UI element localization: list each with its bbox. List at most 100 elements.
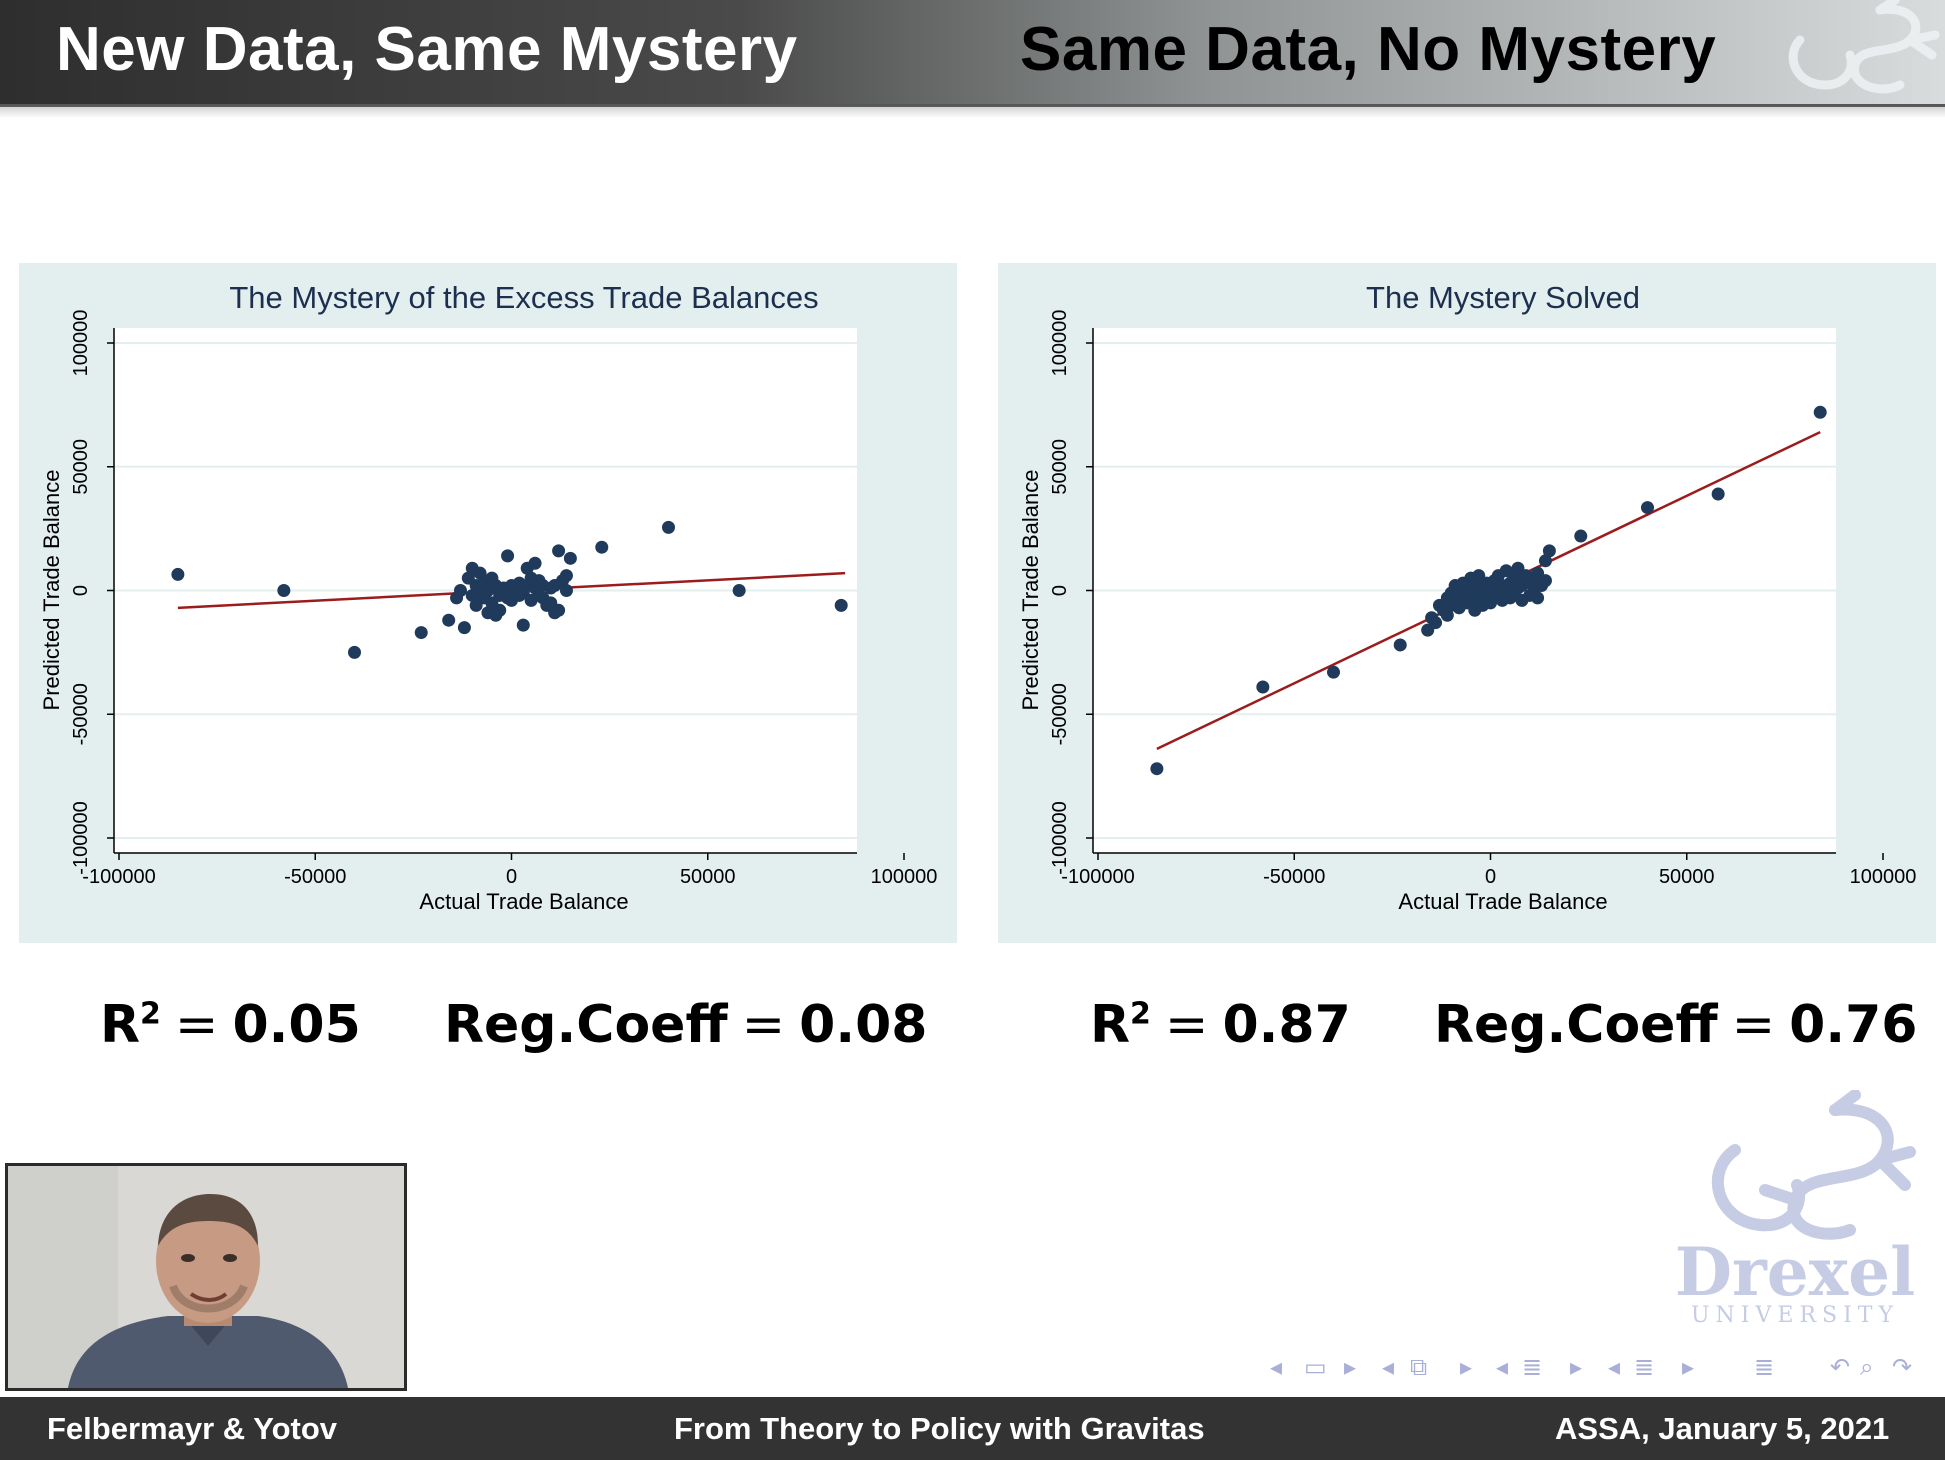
data-point: [1256, 680, 1270, 694]
data-point: [595, 540, 609, 554]
x-tick-label: 50000: [1659, 866, 1715, 888]
data-point: [1711, 487, 1725, 501]
coef-right-value: 0.76: [1789, 995, 1918, 1055]
r2-left-sup: 2: [140, 996, 161, 1032]
y-tick-label: -50000: [1049, 683, 1071, 745]
coef-right-label: Reg.Coeff: [1434, 995, 1718, 1055]
beamer-navigation-bar: ◂ ▭ ▸ ◂ ⧉ ▸ ◂ ≣ ▸ ◂ ≣ ▸ ≣ ↶ ⌕ ↷: [1268, 1353, 1928, 1383]
nav-document-icon[interactable]: ≣: [1634, 1353, 1655, 1381]
drexel-logo-subtext: UNIVERSITY: [1691, 1303, 1899, 1328]
presenter-video-frame: [8, 1166, 404, 1388]
data-point: [1429, 616, 1443, 630]
data-point: [559, 584, 573, 597]
nav-redo-icon[interactable]: ↷: [1892, 1353, 1913, 1381]
dragon-logo-header-icon: [1788, 0, 1940, 94]
y-tick-label: 50000: [70, 439, 92, 495]
footer-authors: Felbermayr & Yotov: [47, 1411, 338, 1446]
coef-right: Reg.Coeff = 0.76: [1434, 995, 1918, 1055]
data-point: [277, 584, 291, 597]
r2-right-sup: 2: [1130, 996, 1151, 1032]
nav-align-icon[interactable]: ≣: [1754, 1353, 1775, 1381]
data-point: [171, 567, 185, 581]
y-tick-label: 50000: [1049, 439, 1071, 495]
nav-next-frame-icon[interactable]: ▸: [1344, 1353, 1357, 1381]
y-tick-label: 0: [1049, 585, 1071, 596]
nav-frame-icon[interactable]: ▭: [1304, 1353, 1327, 1381]
x-tick-label: 0: [1485, 866, 1496, 888]
data-point: [1542, 544, 1556, 558]
chart-panel-right: -100000 -50000 0 50000 100000 -100000 -50000 0 5…: [998, 263, 1936, 943]
drexel-logo-icon: Drexel UNIVERSITY: [1675, 1090, 1916, 1328]
nav-subsection-icon[interactable]: ⧉: [1410, 1353, 1428, 1381]
slide-title-right: Same Data, No Mystery: [1020, 15, 1717, 84]
nav-undo-icon[interactable]: ↶: [1830, 1353, 1851, 1381]
x-tick-label: -100000: [1061, 866, 1134, 888]
nav-next-document-icon[interactable]: ▸: [1682, 1353, 1695, 1381]
data-point: [1538, 574, 1552, 588]
data-point: [493, 603, 507, 617]
footer-talk-title: From Theory to Policy with Gravitas: [674, 1411, 1205, 1446]
data-point: [552, 603, 566, 617]
data-point: [662, 520, 675, 534]
data-point: [1393, 638, 1407, 652]
nav-prev-subsection-icon[interactable]: ◂: [1382, 1353, 1395, 1381]
data-point: [348, 645, 361, 659]
y-tick-label: 0: [70, 585, 92, 596]
data-point: [563, 551, 577, 565]
webcam-video: [5, 1163, 407, 1391]
r2-left-value: 0.05: [232, 995, 361, 1055]
data-point: [1641, 501, 1654, 515]
r2-left: R2 = 0.05: [100, 995, 361, 1055]
data-point: [1440, 608, 1454, 622]
footer-event-date: ASSA, January 5, 2021: [1555, 1411, 1890, 1446]
data-point: [473, 566, 487, 580]
slide-header: New Data, Same Mystery Same Data, No Mys…: [0, 0, 1945, 107]
chart-panel-left: -100000 -50000 0 50000 100000 -100000 -50000 0 5…: [19, 263, 957, 943]
nav-next-section-icon[interactable]: ▸: [1570, 1353, 1583, 1381]
header-shadow: [0, 104, 1945, 118]
nav-prev-section-icon[interactable]: ◂: [1496, 1353, 1509, 1381]
nav-search-icon[interactable]: ⌕: [1860, 1353, 1874, 1381]
data-point: [834, 598, 848, 612]
data-point: [528, 556, 542, 570]
coef-left-label: Reg.Coeff: [444, 995, 728, 1055]
nav-prev-document-icon[interactable]: ◂: [1608, 1353, 1621, 1381]
r2-left-label: R: [100, 995, 141, 1055]
nav-next-subsection-icon[interactable]: ▸: [1460, 1353, 1473, 1381]
chart-title: The Mystery of the Excess Trade Balances: [229, 280, 818, 315]
x-tick-label: -50000: [1263, 866, 1325, 888]
scatter-chart-right: -100000 -50000 0 50000 100000 -100000 -50000 0 5…: [1018, 280, 1917, 914]
data-point: [552, 544, 566, 558]
x-tick-label: -50000: [284, 866, 346, 888]
slide-footer: Felbermayr & Yotov From Theory to Policy…: [0, 1397, 1945, 1460]
scatter-chart-left: -100000 -50000 0 50000 100000 -100000 -50000 0 5…: [39, 280, 938, 914]
data-point: [559, 569, 573, 583]
x-tick-label: 100000: [871, 866, 938, 888]
data-point: [1538, 554, 1552, 568]
nav-prev-frame-icon[interactable]: ◂: [1270, 1353, 1283, 1381]
chart-title: The Mystery Solved: [1366, 280, 1640, 315]
y-tick-label: -100000: [1049, 801, 1071, 874]
y-tick-label: -50000: [70, 683, 92, 745]
slide-title-left: New Data, Same Mystery: [56, 15, 798, 84]
x-tick-label: 0: [506, 866, 517, 888]
x-axis-label: Actual Trade Balance: [419, 889, 628, 914]
data-point: [442, 613, 456, 627]
data-point: [516, 618, 530, 632]
x-tick-label: 100000: [1850, 866, 1917, 888]
data-point: [732, 584, 746, 597]
y-axis-label: Predicted Trade Balance: [39, 470, 64, 711]
data-point: [1150, 762, 1164, 776]
data-point: [453, 584, 467, 597]
x-tick-label: -100000: [82, 866, 155, 888]
y-tick-label: -100000: [70, 801, 92, 874]
r2-right-label: R: [1090, 995, 1131, 1055]
coef-left-value: 0.08: [799, 995, 928, 1055]
coef-left: Reg.Coeff = 0.08: [444, 995, 928, 1055]
r2-right: R2 = 0.87: [1090, 995, 1351, 1055]
data-point: [1813, 405, 1827, 419]
nav-section-icon[interactable]: ≣: [1522, 1353, 1543, 1381]
x-axis-label: Actual Trade Balance: [1398, 889, 1607, 914]
data-point: [501, 549, 515, 563]
data-point: [1574, 529, 1588, 543]
